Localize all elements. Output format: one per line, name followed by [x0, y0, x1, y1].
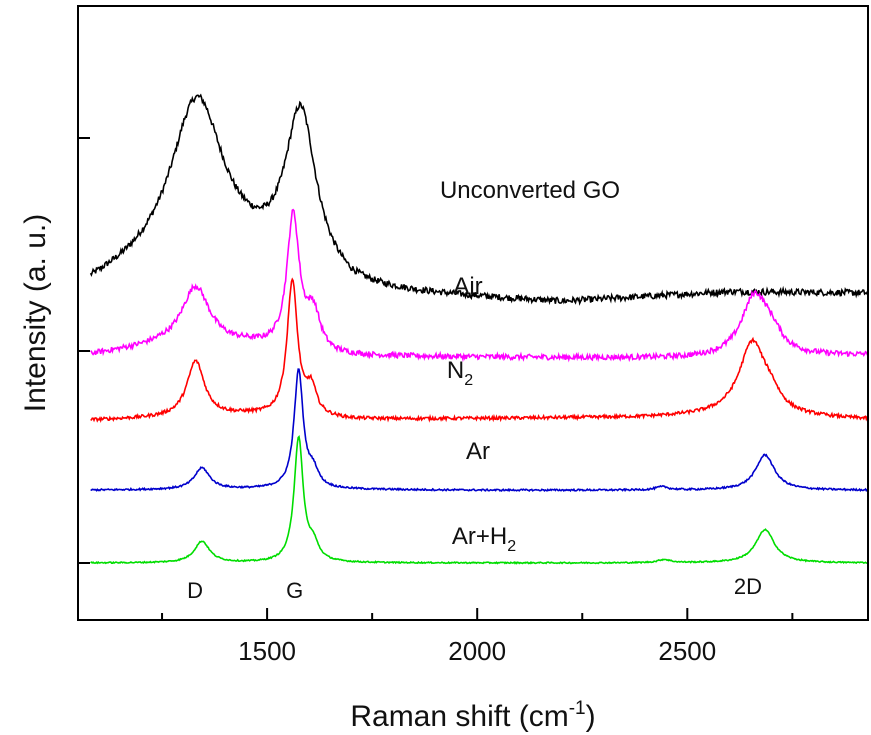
- x-axis-title-end: ): [586, 700, 596, 733]
- x-axis-title-superscript: -1: [569, 698, 586, 719]
- series-line-unconverted-go: [89, 93, 869, 306]
- x-tick-label-2500: 2500: [658, 636, 716, 666]
- series-label-air: Air: [453, 273, 482, 300]
- peak-label-d: D: [187, 578, 203, 603]
- series-labels: Unconverted GO Air N2 Ar Ar+H2: [440, 177, 620, 555]
- series-line-air: [90, 208, 869, 363]
- axis-ticks: [78, 137, 794, 620]
- series-line-ar: [90, 368, 869, 493]
- series-label-ar: Ar: [466, 438, 490, 465]
- series-layer: [89, 93, 869, 565]
- series-label-n2: N2: [447, 357, 473, 389]
- series-label-ar-h2: Ar+H2: [452, 523, 516, 555]
- series-line-ar-h2: [90, 435, 869, 565]
- x-tick-labels: 1500 2000 2500: [238, 636, 716, 666]
- plot-frame: [77, 5, 869, 621]
- series-line-n2: [90, 277, 869, 424]
- x-axis-title-main: Raman shift (cm: [350, 700, 568, 733]
- peak-label-2d: 2D: [734, 574, 762, 599]
- series-label-unconverted-go: Unconverted GO: [440, 177, 620, 204]
- x-axis-title: Raman shift (cm-1): [350, 698, 595, 733]
- x-tick-label-2000: 2000: [448, 636, 506, 666]
- y-axis-title: Intensity (a. u.): [19, 214, 52, 412]
- plot-area: [89, 93, 869, 565]
- peak-label-g: G: [286, 578, 303, 603]
- peak-labels: D G 2D: [187, 574, 762, 603]
- x-tick-label-1500: 1500: [238, 636, 296, 666]
